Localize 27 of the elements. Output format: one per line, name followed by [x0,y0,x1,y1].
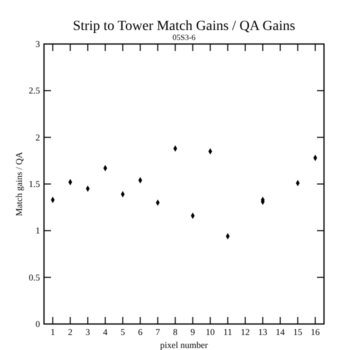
y-tick-label: 2.5 [28,86,40,96]
chart-title: Strip to Tower Match Gains / QA Gains [72,19,296,34]
y-tick-label: 1 [36,226,40,236]
y-axis-title: Match gains / QA [14,151,24,216]
x-tick-label: 10 [206,327,216,337]
x-axis-title: pixel number [160,340,208,350]
x-tick-label: 5 [120,327,126,337]
x-tick-label: 2 [68,327,72,337]
x-tick-label: 7 [156,327,160,337]
y-tick-label: 3 [36,39,40,49]
y-tick-label: 0.5 [28,272,40,282]
x-tick-label: 3 [86,327,90,337]
x-tick-label: 9 [190,327,196,337]
x-tick-label: 1 [50,327,55,337]
x-tick-label: 4 [103,327,108,337]
y-tick-label: 2 [36,132,40,142]
x-tick-label: 8 [173,327,178,337]
x-tick-label: 16 [310,327,320,337]
x-tick-label: 15 [293,327,303,337]
x-tick-label: 6 [138,327,143,337]
chart-subtitle: 05S3-6 [172,33,196,42]
y-tick-label: 1.5 [28,179,40,189]
y-tick-label: 0 [36,319,40,329]
x-tick-label: 13 [258,327,268,337]
x-tick-label: 14 [276,327,286,337]
x-tick-label: 11 [223,327,232,337]
x-tick-label: 12 [240,327,250,337]
